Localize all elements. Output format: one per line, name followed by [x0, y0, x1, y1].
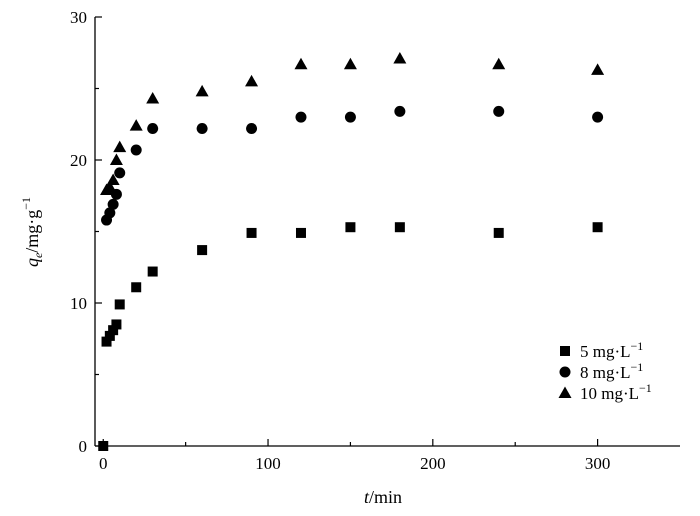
- data-point-triangle: [393, 51, 407, 64]
- y-axis-label: qe/mg·g−1: [19, 197, 45, 267]
- data-point-square: [104, 330, 115, 341]
- ticks: 0 100 200 300 0 10 20 30: [70, 8, 610, 473]
- data-point-square: [394, 222, 405, 233]
- data-point-triangle: [195, 84, 209, 97]
- series-circle: [101, 105, 604, 226]
- x-axis-var: t: [364, 487, 370, 507]
- x-axis-unit: /min: [369, 487, 402, 507]
- data-point-triangle: [146, 92, 160, 104]
- y-tick-label: 20: [70, 151, 87, 170]
- data-point-circle: [493, 105, 505, 117]
- data-point-triangle: [113, 140, 127, 153]
- data-point-circle: [394, 105, 406, 117]
- data-point-square: [101, 336, 112, 347]
- x-tick-label: 100: [255, 454, 281, 473]
- y-tick-label: 10: [70, 294, 87, 313]
- data-point-circle: [344, 111, 356, 123]
- x-axis-label: t/min: [364, 487, 402, 507]
- data-point-square: [111, 319, 122, 330]
- data-point-square: [493, 227, 504, 238]
- data-point-triangle: [106, 173, 120, 186]
- data-point-triangle: [492, 57, 506, 70]
- y-axis-unit: /mg·g: [22, 210, 42, 253]
- data-point-circle: [130, 144, 142, 156]
- data-point-circle: [104, 207, 116, 219]
- y-axis-var: q: [22, 258, 42, 267]
- legend-entry-sup: −1: [631, 360, 644, 374]
- legend-entry-name: 10 mg·L: [580, 384, 639, 403]
- legend-marker-circle: [559, 366, 571, 378]
- data-point-square: [114, 299, 125, 310]
- data-point-square: [592, 222, 603, 233]
- data-point-square: [345, 222, 356, 233]
- data-point-square: [295, 227, 306, 238]
- legend-entry-name: 5 mg·L: [580, 342, 631, 361]
- y-axis-sup: −1: [19, 197, 33, 210]
- data-point-square: [246, 227, 257, 238]
- legend: 5 mg·L−18 mg·L−110 mg·L−1: [558, 339, 652, 403]
- data-point-triangle: [245, 74, 259, 87]
- data-point-circle: [246, 123, 258, 135]
- y-tick-label: 0: [79, 437, 88, 456]
- data-point-square: [131, 282, 142, 293]
- data-point-circle: [114, 167, 126, 179]
- data-point-triangle: [591, 63, 605, 75]
- data-point-circle: [147, 123, 159, 135]
- data-point-triangle: [103, 180, 117, 193]
- data-point-circle: [196, 123, 208, 135]
- legend-marker-triangle: [558, 386, 572, 398]
- series-triangle: [100, 51, 605, 196]
- legend-entry-label: 8 mg·L−1: [580, 360, 643, 382]
- data-point-triangle: [109, 153, 123, 165]
- data-point-circle: [107, 198, 119, 210]
- legend-entry-sup: −1: [631, 339, 644, 353]
- data-point-triangle: [129, 119, 143, 131]
- data-point-triangle: [343, 57, 357, 70]
- data-point-triangle: [294, 57, 308, 70]
- y-axis-sub: e: [31, 252, 45, 258]
- data-marks: [98, 51, 605, 451]
- x-tick-label: 300: [585, 454, 611, 473]
- legend-entry-label: 5 mg·L−1: [580, 339, 643, 361]
- legend-entry-label: 10 mg·L−1: [580, 381, 652, 403]
- data-point-square: [98, 441, 109, 451]
- legend-marker-square: [560, 346, 570, 356]
- data-point-square: [147, 266, 158, 277]
- data-point-square: [108, 325, 119, 336]
- legend-entry-name: 8 mg·L: [580, 363, 631, 382]
- data-point-square: [197, 245, 208, 256]
- x-tick-label: 0: [99, 454, 108, 473]
- x-tick-label: 200: [420, 454, 446, 473]
- data-point-circle: [295, 111, 307, 123]
- y-tick-label: 30: [70, 8, 87, 27]
- data-point-circle: [592, 111, 604, 123]
- legend-entry-sup: −1: [639, 381, 652, 395]
- series-square: [98, 222, 603, 451]
